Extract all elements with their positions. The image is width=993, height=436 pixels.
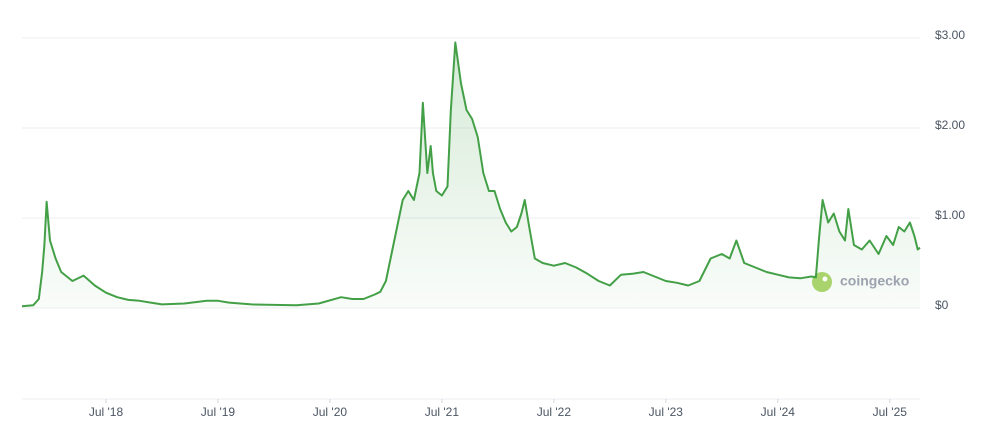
watermark: coingecko — [812, 272, 909, 292]
watermark-logo — [812, 272, 832, 292]
x-tick-label: Jul '23 — [649, 405, 684, 419]
y-tick-label: $0 — [935, 298, 949, 312]
line-layer — [21, 41, 921, 308]
x-tick-label: Jul '20 — [313, 405, 348, 419]
x-tick-label: Jul '18 — [89, 405, 124, 419]
x-tick-label: Jul '25 — [873, 405, 908, 419]
y-tick-label: $1.00 — [935, 208, 965, 222]
x-tick-label: Jul '24 — [761, 405, 796, 419]
x-tick-label: Jul '22 — [537, 405, 572, 419]
x-tick-label: Jul '21 — [425, 405, 460, 419]
y-tick-label: $2.00 — [935, 118, 965, 132]
labels: $0 $1.00 $2.00 $3.00 Jul '18 Jul '19 Jul '20 Ju… — [89, 28, 966, 419]
area-layer — [22, 42, 920, 308]
area — [22, 42, 920, 308]
watermark-text: coingecko — [840, 273, 909, 289]
x-tick-label: Jul '19 — [201, 405, 236, 419]
y-tick-label: $3.00 — [935, 28, 965, 42]
price-line — [21, 41, 921, 308]
watermark-logo-eye — [822, 276, 828, 282]
